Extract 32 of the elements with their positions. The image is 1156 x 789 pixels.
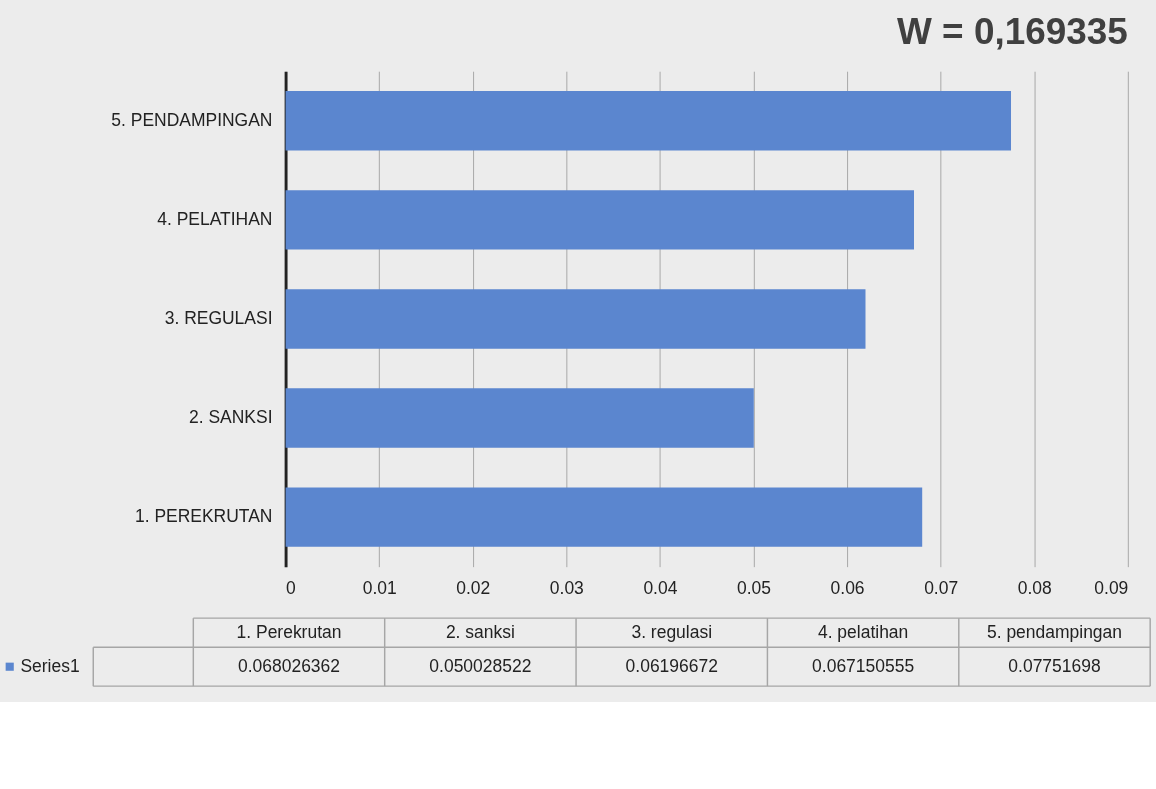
text: 4. pelatihan <box>817 621 909 642</box>
x-tick-label: 0.03 <box>549 578 584 599</box>
text: 3. regulasi <box>631 621 713 642</box>
y-tick-label: 2. SANKSI <box>188 406 273 427</box>
bar <box>285 487 923 547</box>
bar <box>285 91 1012 151</box>
x-tick-label: 0.09 <box>1094 578 1129 599</box>
text: 0.07751698 <box>1008 655 1101 676</box>
bar <box>285 289 866 349</box>
x-tick-label: 0.06 <box>830 578 865 599</box>
x-tick-label: 0.05 <box>736 578 771 599</box>
x-tick-label: 0 <box>286 578 297 599</box>
x-tick-label: 0.01 <box>362 578 397 599</box>
chart-title: W = 0,169335 <box>897 11 1128 53</box>
text: 1. Perekrutan <box>236 621 342 642</box>
legend-label: Series1 <box>20 655 80 676</box>
y-tick-label: 4. PELATIHAN <box>157 208 273 229</box>
y-tick-label: 5. PENDAMPINGAN <box>111 109 273 130</box>
text: 2. sanksi <box>445 621 515 642</box>
x-tick-label: 0.07 <box>924 578 959 599</box>
bar <box>285 388 754 448</box>
text: 0.050028522 <box>429 655 532 676</box>
text: 0.06196672 <box>625 655 718 676</box>
x-tick-label: 0.08 <box>1017 578 1052 599</box>
y-tick-label: 3. REGULASI <box>164 307 273 328</box>
text: 0.068026362 <box>237 655 341 676</box>
y-tick-label: 1. PEREKRUTAN <box>134 505 273 526</box>
bar <box>285 190 914 250</box>
text: 0.067150555 <box>812 655 915 676</box>
text: 5. pendampingan <box>986 621 1122 642</box>
x-tick-label: 0.02 <box>456 578 491 599</box>
x-tick-label: 0.04 <box>643 578 678 599</box>
